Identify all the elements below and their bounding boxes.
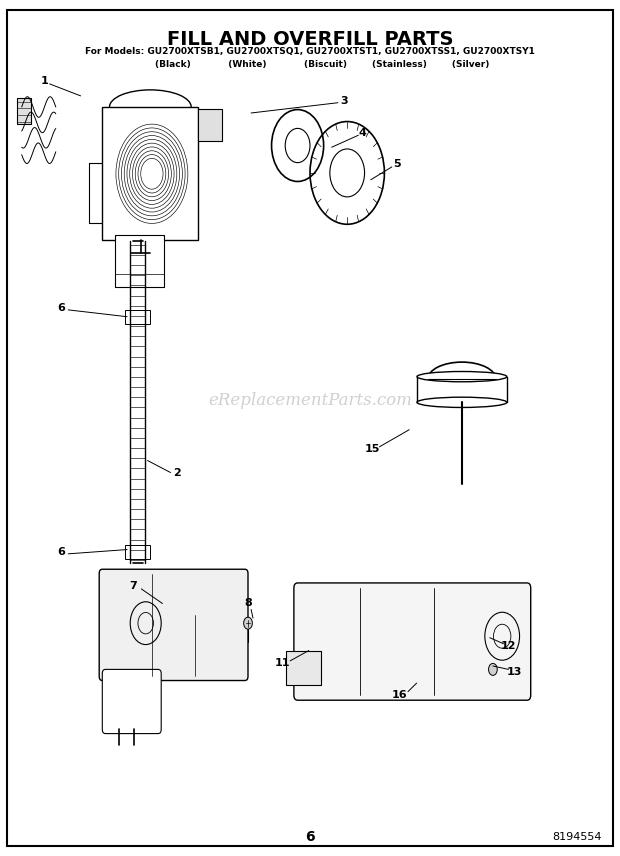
Text: 8: 8 (244, 598, 252, 609)
Ellipse shape (417, 372, 507, 382)
Bar (125, 310, 150, 324)
FancyBboxPatch shape (99, 569, 248, 681)
Text: 5: 5 (393, 159, 401, 169)
Bar (198, 109, 222, 141)
Text: (Black)            (White)            (Biscuit)        (Stainless)        (Silve: (Black) (White) (Biscuit) (Stainless) (S… (130, 60, 490, 69)
Text: 6: 6 (57, 303, 64, 313)
Text: 1: 1 (41, 76, 48, 86)
Bar (17, 98, 31, 124)
Text: 15: 15 (365, 444, 379, 455)
Text: 6: 6 (57, 547, 64, 557)
Text: 6: 6 (305, 830, 315, 844)
Text: 8194554: 8194554 (552, 832, 601, 842)
Text: 12: 12 (501, 641, 516, 651)
Text: FILL AND OVERFILL PARTS: FILL AND OVERFILL PARTS (167, 30, 453, 49)
FancyBboxPatch shape (294, 583, 531, 700)
Ellipse shape (417, 397, 507, 407)
Circle shape (489, 663, 497, 675)
Text: 2: 2 (173, 467, 180, 478)
Bar (286, 651, 321, 685)
Bar (102, 107, 198, 240)
Bar (115, 235, 164, 287)
Text: 16: 16 (392, 690, 408, 700)
Text: 4: 4 (359, 128, 366, 138)
Text: For Models: GU2700XTSB1, GU2700XTSQ1, GU2700XTST1, GU2700XTSS1, GU2700XTSY1: For Models: GU2700XTSB1, GU2700XTSQ1, GU… (85, 47, 535, 56)
Text: 7: 7 (130, 581, 137, 591)
Text: 3: 3 (340, 96, 348, 106)
Text: eReplacementParts.com: eReplacementParts.com (208, 392, 412, 409)
Text: 11: 11 (275, 658, 290, 669)
Text: 13: 13 (507, 667, 522, 677)
Bar (125, 545, 150, 559)
FancyBboxPatch shape (102, 669, 161, 734)
Circle shape (244, 617, 252, 629)
